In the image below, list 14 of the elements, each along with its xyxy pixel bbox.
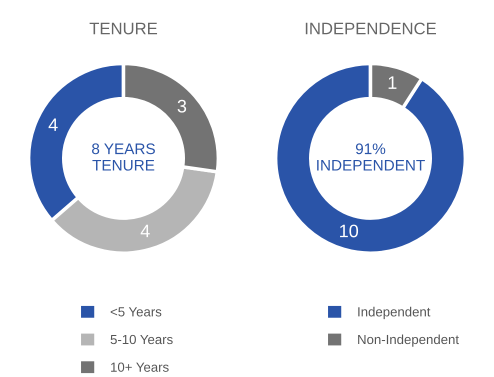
text: 8 YEARS TENURE <box>92 143 155 171</box>
data-label: 1 <box>388 76 396 89</box>
data-label: 3 <box>178 100 186 113</box>
chart-title: INDEPENDENCE <box>306 22 436 34</box>
text: 91% INDEPENDENT <box>317 143 425 171</box>
data-label: 4 <box>48 118 58 131</box>
data-label: 4 <box>140 224 150 238</box>
legend-label: 5-10 Years <box>110 334 173 344</box>
legend-label: 10+ Years <box>111 362 169 372</box>
chart-title: TENURE <box>90 22 158 34</box>
legend-label: Independent <box>358 306 430 320</box>
data-label: 10 <box>340 224 358 238</box>
legend-label: Non-Independent <box>358 334 459 347</box>
legend-label: <5 Years <box>110 307 162 316</box>
